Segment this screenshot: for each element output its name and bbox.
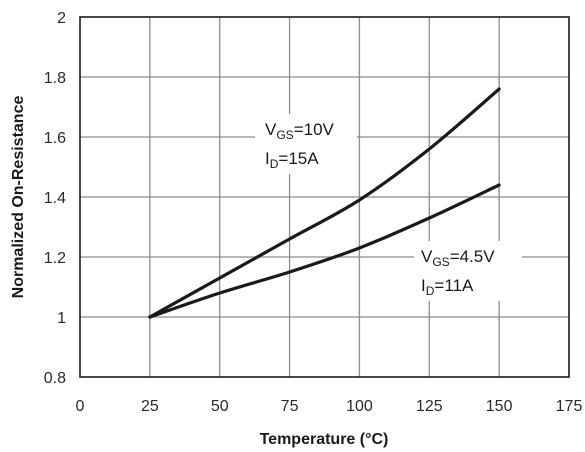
annotation-text: VGS=4.5V (421, 247, 495, 269)
y-tick-label: 1.8 (44, 70, 66, 87)
series-line-vgs-10v (148, 87, 501, 319)
annotation-value: =11A (434, 276, 474, 295)
annotation-background (255, 114, 357, 174)
x-tick-label: 100 (346, 398, 373, 415)
x-tick-label: 75 (281, 398, 299, 415)
annotation-text: ID=11A (421, 276, 474, 298)
grid-lines (80, 17, 569, 377)
annotation-upper: VGS=10V ID=15A (265, 120, 335, 171)
annotation-symbol: V (265, 120, 277, 139)
chart-series (148, 87, 501, 319)
x-tick-label: 0 (76, 398, 85, 415)
x-axis-title: Temperature (°C) (260, 431, 389, 448)
annotation-background (414, 241, 522, 301)
x-tick-label: 50 (211, 398, 229, 415)
y-tick-label: 2 (57, 10, 66, 27)
annotation-subscript: GS (276, 128, 293, 142)
annotation-text: VGS=10V (265, 120, 335, 142)
y-axis-title: Normalized On-Resistance (10, 96, 27, 299)
annotation-value: =15A (278, 149, 319, 168)
annotation-subscript: GS (432, 255, 449, 269)
y-tick-label: 1 (57, 310, 66, 327)
plot-frame (79, 16, 570, 378)
y-tick-label: 1.4 (44, 190, 66, 207)
y-tick-label: 0.8 (44, 370, 66, 387)
annotation-symbol: I (265, 149, 270, 168)
annotation-text: ID=15A (265, 149, 319, 171)
series-line-vgs-4-5v (148, 183, 501, 319)
x-tick-labels: 0 25 50 75 100 125 150 175 (76, 398, 583, 415)
y-tick-label: 1.2 (44, 250, 66, 267)
annotation-subscript: D (270, 157, 279, 171)
y-tick-labels: 0.8 1 1.2 1.4 1.6 1.8 2 (44, 10, 66, 387)
x-tick-label: 150 (486, 398, 513, 415)
x-tick-label: 125 (416, 398, 443, 415)
x-tick-label: 25 (141, 398, 159, 415)
annotation-lower: VGS=4.5V ID=11A (421, 247, 495, 298)
annotation-value: =10V (294, 120, 335, 139)
y-tick-label: 1.6 (44, 130, 66, 147)
annotation-value: =4.5V (450, 247, 496, 266)
annotation-subscript: D (426, 284, 435, 298)
annotation-symbol: V (421, 247, 433, 266)
x-tick-label: 175 (556, 398, 583, 415)
annotation-symbol: I (421, 276, 426, 295)
